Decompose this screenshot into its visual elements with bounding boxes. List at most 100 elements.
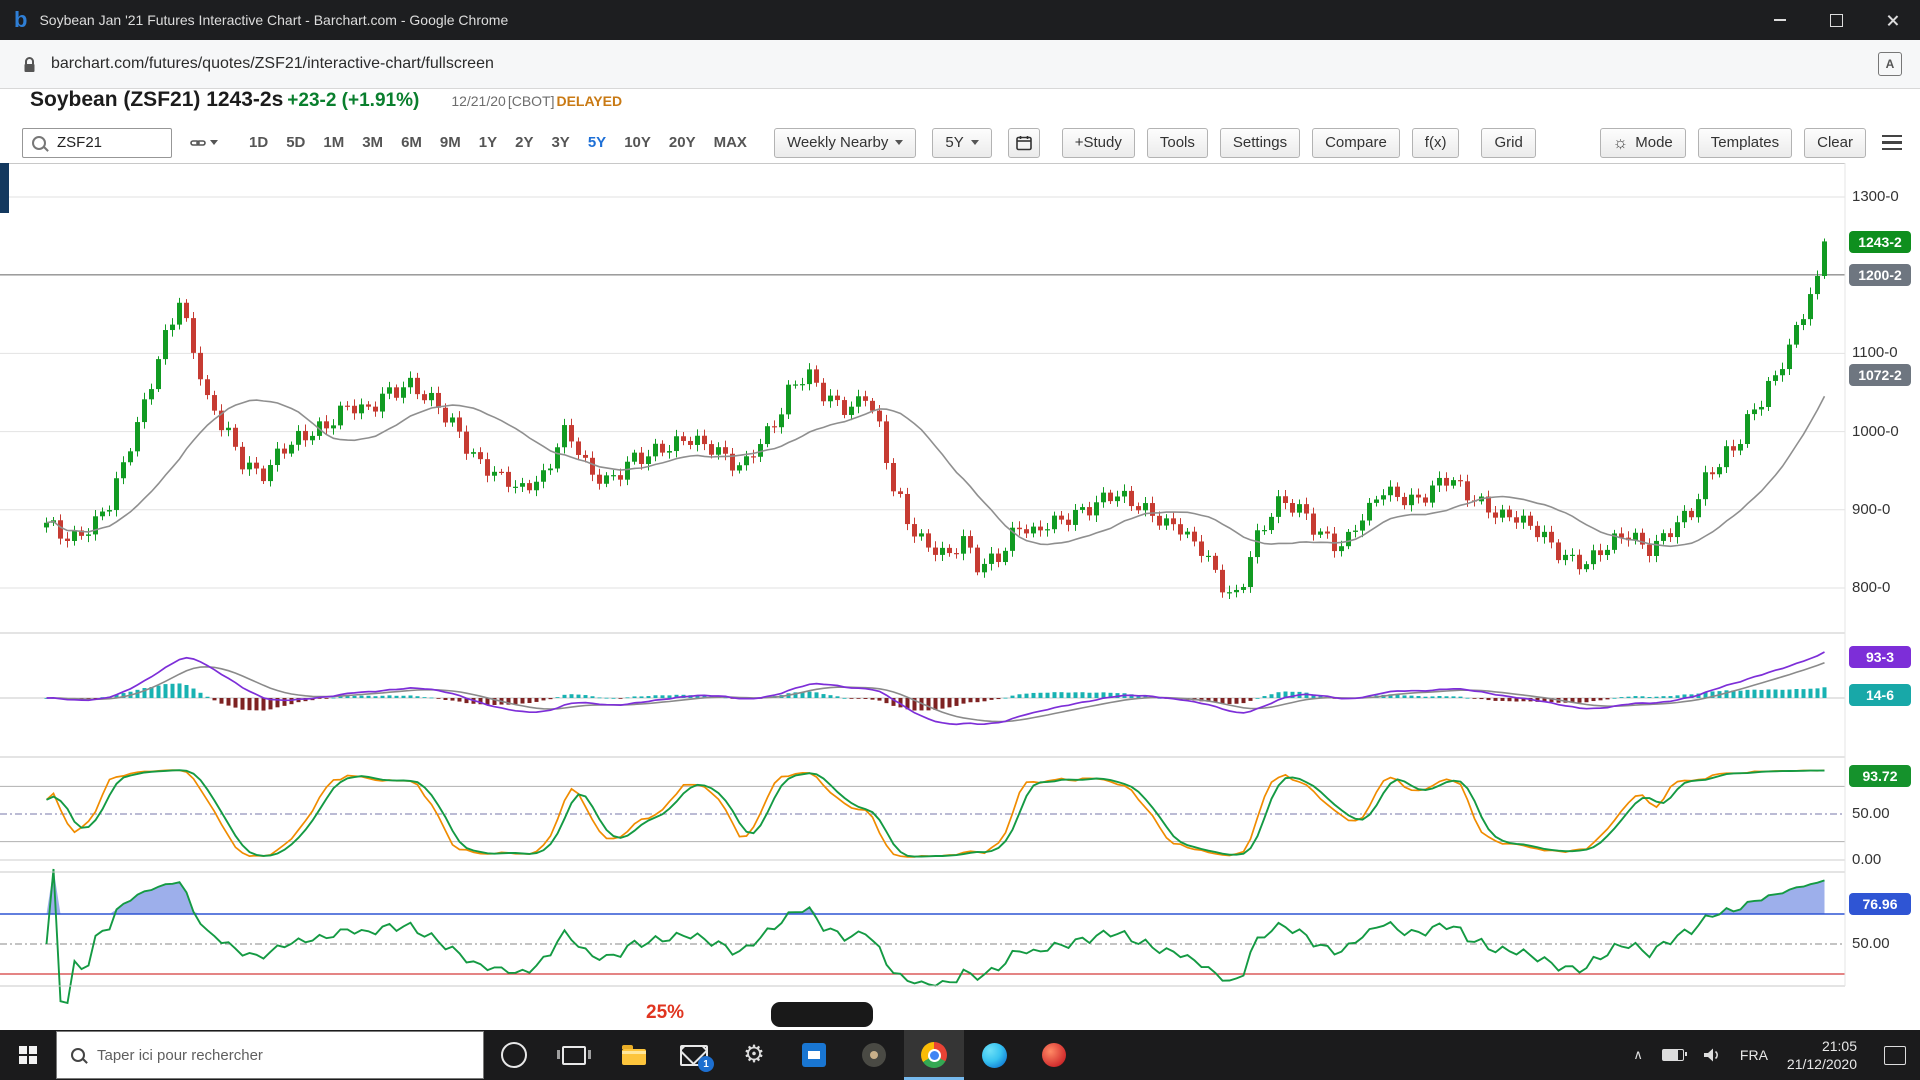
tools-button[interactable]: Tools [1146,127,1208,158]
frequency-label: Weekly Nearby [786,134,889,151]
chevron-down-icon [970,140,979,145]
taskbar-clock[interactable]: 21:05 21/12/2020 [1787,1037,1857,1073]
y-axis-label: 1100-0 [1852,344,1898,361]
calendar-icon [1015,135,1032,150]
symbol-link-button[interactable] [190,135,218,151]
app-blue-icon [802,1043,826,1067]
mail-icon [680,1044,708,1066]
period-button-1m[interactable]: 1M [323,134,345,151]
close-icon [1886,14,1899,27]
maximize-button[interactable] [1808,0,1864,40]
taskbar-search[interactable]: Taper ici pour rechercher [56,1031,484,1079]
rsi-mid-label: 50.00 [1852,935,1890,952]
folder-icon [622,1045,646,1065]
file-explorer-button[interactable] [604,1030,664,1080]
grid-button[interactable]: Grid [1481,127,1536,158]
compare-button[interactable]: Compare [1312,127,1400,158]
windows-logo-icon [19,1046,37,1064]
fx-button[interactable]: f(x) [1411,127,1460,158]
period-button-3m[interactable]: 3M [362,134,384,151]
mode-label: Mode [1635,134,1673,151]
moving-average-badge: 1072-2 [1849,364,1911,386]
period-button-9m[interactable]: 9M [439,134,461,151]
stochastic-value-badge: 93.72 [1849,765,1911,787]
stoch-mid-label: 50.00 [1852,805,1890,822]
browser-titlebar: b Soybean Jan '21 Futures Interactive Ch… [0,0,1920,40]
clear-button[interactable]: Clear [1804,127,1866,158]
task-view-button[interactable] [544,1030,604,1080]
rsi-value-badge: 76.96 [1849,893,1911,915]
period-button-3y[interactable]: 3Y [551,134,570,151]
period-button-1d[interactable]: 1D [249,134,269,151]
clock-time: 21:05 [1821,1037,1857,1054]
app-blue-button[interactable] [784,1030,844,1080]
tray-expand-icon[interactable]: ∧ [1633,1047,1643,1062]
quote-title: Soybean (ZSF21) 1243-2s [30,88,284,111]
quote-date: 12/21/20 [451,93,506,109]
frequency-dropdown[interactable]: Weekly Nearby [773,127,917,158]
calendar-button[interactable] [1007,127,1040,158]
app-dark-icon [862,1043,886,1067]
language-indicator[interactable]: FRA [1739,1047,1768,1063]
toolbar-buttons: +Study Tools Settings Compare f(x) Grid [1040,127,1536,158]
windows-taskbar: Taper ici pour rechercher 1 ⚙ ∧ FRA 21:0… [0,1030,1920,1080]
range-label: 5Y [945,134,964,151]
templates-label: Templates [1710,134,1780,151]
system-tray: ∧ FRA 21:05 21/12/2020 [1633,1037,1920,1073]
stoch-bottom-label: 0.00 [1852,851,1882,868]
url-text[interactable]: barchart.com/futures/quotes/ZSF21/intera… [51,55,494,72]
moving-average-line [46,395,1826,548]
symbol-search-box[interactable] [22,127,172,158]
period-button-5y[interactable]: 5Y [587,134,607,151]
mode-button[interactable]: ☼ Mode [1599,127,1686,158]
range-dropdown[interactable]: 5Y [932,127,992,158]
cortana-button[interactable] [484,1030,544,1080]
templates-button[interactable]: Templates [1697,127,1793,158]
close-button[interactable] [1864,0,1920,40]
mail-button[interactable]: 1 [664,1030,724,1080]
app-dark-button[interactable] [844,1030,904,1080]
barchart-favicon-icon: b [14,7,28,32]
battery-icon[interactable] [1661,1049,1687,1061]
period-button-1y[interactable]: 1Y [478,134,498,151]
settings-button[interactable]: ⚙ [724,1030,784,1080]
chart-area: Feb '16May '16Aug '16Nov '16Feb '17May '… [0,163,1920,1023]
edge-icon [981,1042,1007,1068]
edge-button[interactable] [964,1030,1024,1080]
quote-header: Soybean (ZSF21) 1243-2s +23-2 (+1.91%) 1… [30,88,622,112]
chrome-button[interactable] [904,1030,964,1080]
rsi-overbought-fill [46,869,1825,914]
task-view-icon [557,1045,591,1065]
menu-icon[interactable] [1882,134,1902,151]
app-red-button[interactable] [1024,1030,1084,1080]
y-axis-label: 1300-0 [1852,188,1899,205]
period-button-20y[interactable]: 20Y [668,134,696,151]
translate-icon[interactable]: A [1878,52,1902,76]
action-center-icon[interactable] [1884,1045,1906,1065]
minimize-button[interactable] [1752,0,1808,40]
volume-icon[interactable] [1703,1048,1721,1062]
settings-button[interactable]: Settings [1219,127,1301,158]
period-button-10y[interactable]: 10Y [624,134,651,151]
add-study-button[interactable]: +Study [1061,127,1135,158]
macd-value-badge: 93-3 [1849,646,1911,668]
symbol-input[interactable] [55,133,149,152]
period-button-6m[interactable]: 6M [401,134,422,151]
taskbar-search-placeholder: Taper ici pour rechercher [97,1046,263,1064]
chrome-icon [921,1042,947,1068]
window-title: Soybean Jan '21 Futures Interactive Char… [39,12,509,28]
chevron-down-icon [210,140,218,145]
period-button-5d[interactable]: 5D [286,134,306,151]
quote-delayed-badge: DELAYED [556,93,623,109]
clock-date: 21/12/2020 [1786,1056,1857,1072]
macd-line [46,651,1825,726]
macd-hist-badge: 14-6 [1849,684,1911,706]
period-button-max[interactable]: MAX [713,134,747,151]
chart-side-tab[interactable] [0,163,9,213]
start-button[interactable] [0,1030,56,1080]
price-chart-svg[interactable] [0,163,1920,1023]
y-axis-label: 1000-0 [1852,423,1899,440]
minimize-icon [1774,19,1786,21]
period-button-2y[interactable]: 2Y [515,134,534,151]
